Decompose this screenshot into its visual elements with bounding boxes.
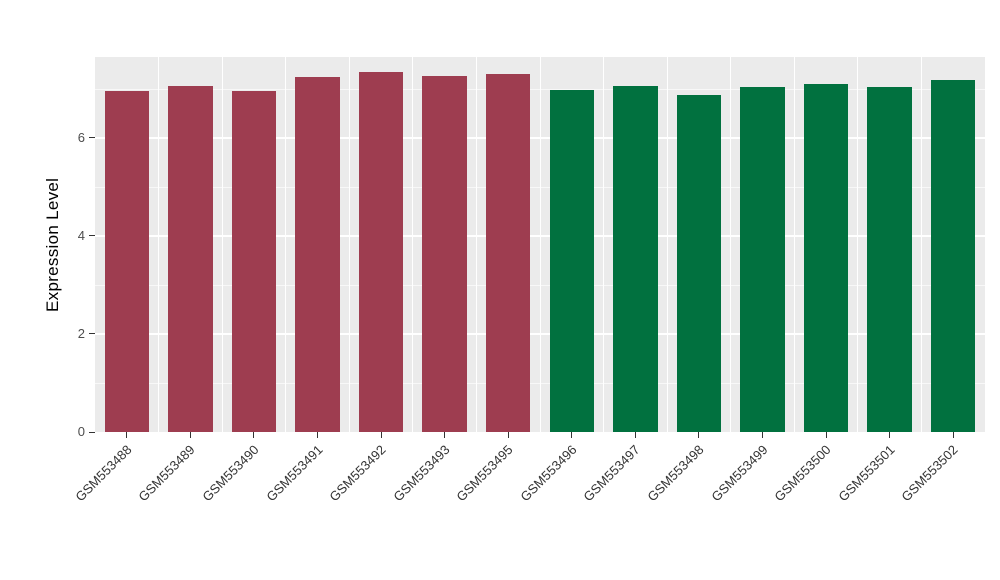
bar-GSM553493 bbox=[422, 76, 467, 432]
bar-GSM553500 bbox=[803, 83, 849, 432]
gridline-vertical-10 bbox=[730, 57, 732, 432]
x-tick-label-text: GSM553489 bbox=[135, 442, 198, 505]
bar-GSM553495 bbox=[485, 74, 531, 432]
gridline-vertical-3 bbox=[285, 57, 287, 432]
gridline-vertical-13 bbox=[920, 57, 922, 432]
x-tick-mark-GSM553492 bbox=[380, 432, 382, 438]
gridline-vertical-5 bbox=[412, 57, 414, 432]
x-tick-label-text: GSM553493 bbox=[390, 442, 453, 505]
x-tick-mark-GSM553497 bbox=[634, 432, 636, 438]
gridline-vertical-12 bbox=[857, 57, 859, 432]
x-tick-mark-GSM553495 bbox=[507, 432, 509, 438]
bar-GSM553499 bbox=[740, 87, 785, 432]
x-tick-mark-GSM553498 bbox=[698, 432, 700, 438]
x-tick-label-text: GSM553491 bbox=[262, 442, 326, 505]
x-tick-label-text: GSM553492 bbox=[326, 442, 389, 505]
x-tick-label-text: GSM553500 bbox=[771, 442, 834, 505]
gridline-vertical-6 bbox=[475, 57, 477, 432]
x-tick-label-text: GSM553488 bbox=[72, 442, 135, 505]
bar-GSM553492 bbox=[358, 71, 404, 432]
gridline-vertical-11 bbox=[793, 57, 795, 432]
plot-panel bbox=[95, 57, 985, 432]
bar-GSM553491 bbox=[295, 76, 340, 432]
x-tick-label-text: GSM553495 bbox=[453, 442, 516, 505]
bar-GSM553489 bbox=[168, 86, 213, 432]
x-tick-label-text: GSM553497 bbox=[580, 442, 643, 505]
x-tick-mark-GSM553499 bbox=[762, 432, 763, 438]
x-tick-label-text: GSM553499 bbox=[707, 442, 771, 505]
x-tick-label-text: GSM553502 bbox=[898, 442, 961, 505]
gridline-vertical-9 bbox=[666, 57, 668, 432]
bar-GSM553502 bbox=[930, 80, 976, 432]
bar-GSM553497 bbox=[613, 85, 658, 432]
gridline-vertical-7 bbox=[539, 57, 541, 432]
x-tick-mark-GSM553496 bbox=[571, 432, 573, 438]
x-tick-mark-GSM553490 bbox=[253, 432, 255, 438]
bar-GSM553490 bbox=[231, 91, 277, 432]
gridline-vertical-8 bbox=[603, 57, 605, 432]
gridline-vertical-4 bbox=[348, 57, 350, 432]
bar-GSM553498 bbox=[676, 94, 722, 432]
gridline-vertical-1 bbox=[158, 57, 160, 432]
x-tick-mark-GSM553502 bbox=[952, 432, 954, 438]
x-tick-label-text: GSM553498 bbox=[644, 442, 707, 505]
x-tick-mark-GSM553489 bbox=[189, 432, 191, 438]
bar-GSM553488 bbox=[104, 91, 150, 432]
x-tick-mark-GSM553493 bbox=[444, 432, 446, 438]
bar-GSM553496 bbox=[549, 89, 595, 432]
bar-GSM553501 bbox=[867, 87, 912, 432]
gridline-vertical-2 bbox=[221, 57, 223, 432]
x-tick-mark-GSM553500 bbox=[825, 432, 827, 438]
y-axis-title: Expression Level bbox=[43, 177, 62, 312]
x-tick-label-text: GSM553490 bbox=[199, 442, 262, 505]
x-tick-mark-GSM553501 bbox=[889, 432, 891, 438]
x-tick-label-text: GSM553496 bbox=[517, 442, 580, 505]
x-tick-mark-GSM553491 bbox=[317, 432, 318, 438]
x-tick-label-text: GSM553501 bbox=[835, 442, 898, 505]
x-tick-mark-GSM553488 bbox=[126, 432, 128, 438]
